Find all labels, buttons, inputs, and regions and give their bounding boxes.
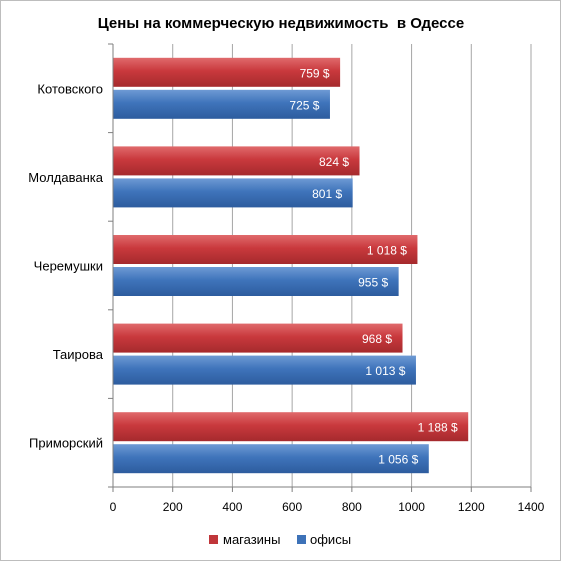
data-label-offices: 725 $ — [289, 98, 319, 112]
category-label: Таирова — [53, 347, 104, 362]
bar-offices — [113, 444, 429, 474]
bar-shops — [113, 412, 469, 442]
x-tick-label: 1200 — [458, 500, 485, 514]
data-label-offices: 1 056 $ — [378, 453, 418, 467]
category-label: Приморский — [29, 436, 103, 451]
bar-offices — [113, 355, 416, 385]
chart-title: Цены на коммерческую недвижимость в Одес… — [98, 15, 464, 32]
legend-label-offices: офисы — [310, 532, 351, 547]
category-label: Котовского — [37, 81, 103, 96]
data-label-offices: 955 $ — [358, 276, 388, 290]
bar-shops — [113, 57, 341, 87]
legend-swatch-shops — [209, 535, 218, 544]
x-tick-label: 800 — [342, 500, 362, 514]
data-label-offices: 801 $ — [312, 187, 342, 201]
data-label-offices: 1 013 $ — [365, 364, 405, 378]
data-label-shops: 1 188 $ — [418, 421, 458, 435]
bars: 759 $ 725 $ 824 $ 801 $ 1 018 $ 955 $ 968 $ 1 0… — [113, 57, 469, 474]
data-label-shops: 968 $ — [362, 332, 392, 346]
data-label-shops: 1 018 $ — [367, 244, 407, 258]
category-label: Молдаванка — [28, 170, 103, 185]
legend-label-shops: магазины — [223, 532, 280, 547]
legend: магазины офисы — [209, 532, 351, 547]
bar-shops — [113, 323, 403, 353]
bar-offices — [113, 89, 330, 119]
x-tick-label: 1400 — [518, 500, 545, 514]
bar-offices — [113, 178, 353, 208]
x-tick-label: 600 — [282, 500, 302, 514]
x-tick-label: 200 — [163, 500, 183, 514]
x-tick-label: 0 — [110, 500, 117, 514]
data-label-shops: 759 $ — [300, 66, 330, 80]
data-label-shops: 824 $ — [319, 155, 349, 169]
bar-shops — [113, 146, 360, 176]
x-tick-label: 1000 — [398, 500, 425, 514]
bar-offices — [113, 267, 399, 296]
legend-swatch-offices — [297, 535, 306, 544]
axes: 0 200 400 600 800 1000 1200 1400 Котовского Молда… — [28, 43, 545, 514]
x-tick-label: 400 — [222, 500, 242, 514]
category-label: Черемушки — [34, 259, 103, 274]
bar-shops — [113, 235, 418, 264]
